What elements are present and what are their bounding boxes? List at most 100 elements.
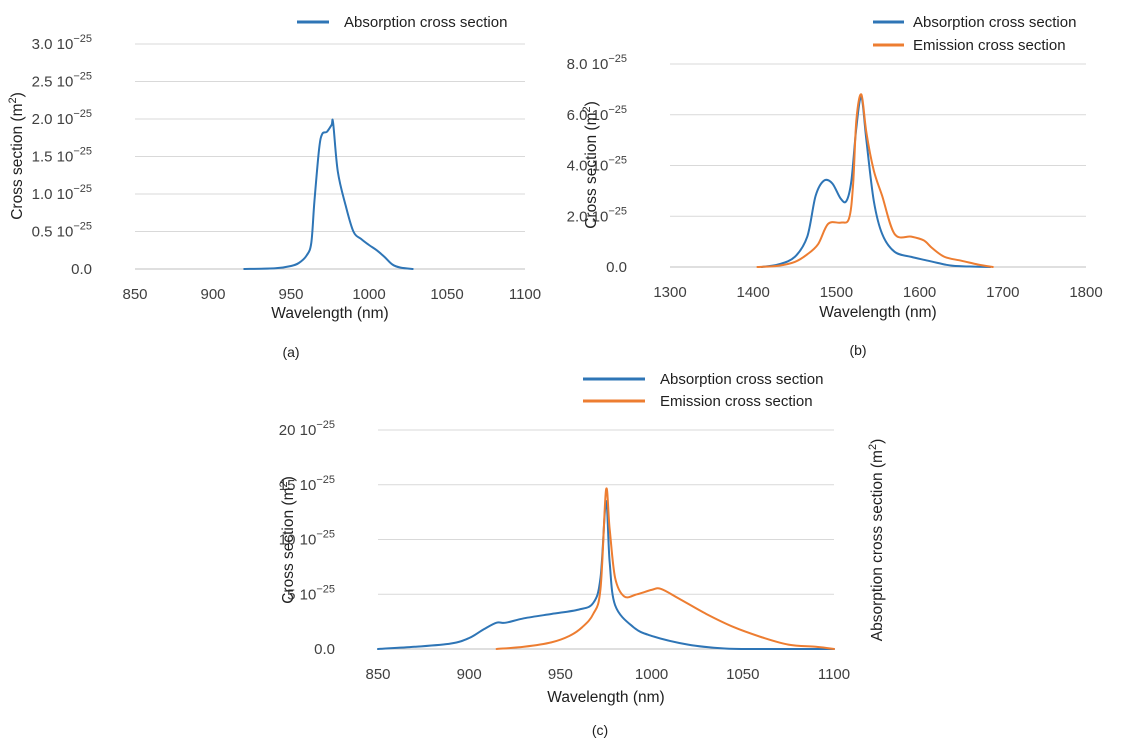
y-tick-exponent: −25 [608,205,627,217]
y-tick-mantissa: 0.5 10 [32,224,74,241]
y-tick-label: 15 10−25 [279,474,335,494]
y-axis-title: Cross section (m2) [581,101,600,229]
y-axis-right-title-superscript: 2 [867,444,879,450]
x-tick-label: 1000 [352,286,385,303]
y-tick-label: 3.0 10−25 [32,33,92,53]
x-tick-label: 850 [365,666,390,683]
y-tick-mantissa: 0.0 [71,261,92,278]
y-tick-label: 0.5 10−25 [32,221,92,241]
y-tick-label: 6.0 10−25 [567,104,627,124]
legend-label: Absorption cross section [660,371,823,388]
x-tick-label: 1300 [653,284,686,301]
y-axis-right-title-end: ) [869,439,886,444]
series-line-absorption [760,95,992,268]
x-axis-title: Wavelength (nm) [547,689,664,706]
y-tick-label: 1.5 10−25 [32,146,92,166]
legend-label: Absorption cross section [344,14,507,31]
y-tick-mantissa: 2.5 10 [32,74,74,91]
series-line-absorption [243,118,414,270]
x-tick-label: 1700 [986,284,1019,301]
y-axis-title-end: ) [583,101,600,106]
y-tick-label: 0.0 [71,261,92,278]
y-tick-mantissa: 10 10 [279,532,317,549]
y-tick-exponent: −25 [608,53,627,65]
x-tick-label: 1400 [737,284,770,301]
y-tick-label: 10 10−25 [279,529,335,549]
y-tick-mantissa: 0.0 [606,259,627,276]
y-axis-title-text: Cross section (m [583,113,600,229]
y-axis-title-superscript: 2 [581,106,593,112]
x-tick-label: 1600 [903,284,936,301]
y-tick-mantissa: 0.0 [314,641,335,658]
chart-panel-a: 0.00.5 10−251.0 10−251.5 10−252.0 10−252… [7,14,541,360]
chart-panel-b: 0.02.0 10−254.0 10−256.0 10−258.0 10−251… [567,14,1103,358]
y-tick-mantissa: 5 10 [287,586,316,603]
y-tick-exponent: −25 [73,146,92,158]
y-tick-label: 20 10−25 [279,419,335,439]
x-tick-label: 950 [278,286,303,303]
x-tick-label: 1800 [1069,284,1102,301]
x-tick-label: 1000 [635,666,668,683]
x-axis-title: Wavelength (nm) [819,304,936,321]
y-tick-label: 1.0 10−25 [32,183,92,203]
series-line-emission [495,487,835,650]
series-line-emission [756,93,994,268]
x-tick-label: 1500 [820,284,853,301]
y-axis-title-end: ) [280,476,297,481]
y-tick-mantissa: 3.0 10 [32,36,74,53]
x-tick-label: 900 [200,286,225,303]
panel-caption: (a) [282,344,299,360]
y-tick-label: 2.0 10−25 [32,108,92,128]
y-tick-mantissa: 15 10 [279,477,317,494]
y-tick-label: 2.0 10−25 [567,205,627,225]
y-tick-label: 8.0 10−25 [567,53,627,73]
y-tick-mantissa: 20 10 [279,422,317,439]
y-tick-mantissa: 2.0 10 [567,208,609,225]
x-axis-title: Wavelength (nm) [271,305,388,322]
y-axis-title-superscript: 2 [7,97,19,103]
y-axis-right-title: Absorption cross section (m2) [867,439,886,642]
y-tick-mantissa: 1.0 10 [32,186,74,203]
y-axis-title-end: ) [9,92,26,97]
y-tick-exponent: −25 [316,529,335,541]
x-tick-label: 1100 [509,286,541,303]
legend-label: Emission cross section [660,393,813,410]
y-tick-mantissa: 6.0 10 [567,107,609,124]
y-tick-exponent: −25 [316,474,335,486]
x-tick-label: 1050 [430,286,463,303]
y-tick-label: 0.0 [314,641,335,658]
y-tick-exponent: −25 [608,104,627,116]
y-tick-exponent: −25 [316,419,335,431]
y-tick-exponent: −25 [73,183,92,195]
x-tick-label: 1050 [726,666,759,683]
y-tick-exponent: −25 [73,108,92,120]
legend-label: Emission cross section [913,37,1066,54]
y-tick-exponent: −25 [73,221,92,233]
x-tick-label: 900 [457,666,482,683]
y-axis-title-text: Cross section (m [9,104,26,220]
legend-label: Absorption cross section [913,14,1076,31]
y-tick-label: 4.0 10−25 [567,155,627,175]
y-tick-label: 2.5 10−25 [32,71,92,91]
y-axis-title: Cross section (m2) [7,92,26,220]
x-tick-label: 950 [548,666,573,683]
panel-caption: (c) [592,722,608,738]
panel-caption: (b) [849,342,866,358]
y-axis-title-superscript: 2 [278,481,290,487]
y-tick-mantissa: 8.0 10 [567,56,609,73]
y-axis-title-text: Cross section (m [280,488,297,604]
x-tick-label: 850 [122,286,147,303]
y-axis-right-title-text: Absorption cross section (m [869,450,886,641]
y-tick-mantissa: 2.0 10 [32,111,74,128]
series-line-absorption [377,500,835,651]
y-tick-exponent: −25 [73,71,92,83]
y-tick-exponent: −25 [73,33,92,45]
y-tick-exponent: −25 [608,155,627,167]
y-tick-mantissa: 1.5 10 [32,149,74,166]
x-tick-label: 1100 [818,666,850,683]
y-axis-title: Cross section (m2) [278,476,297,604]
y-tick-mantissa: 4.0 10 [567,158,609,175]
y-tick-exponent: −25 [316,583,335,595]
